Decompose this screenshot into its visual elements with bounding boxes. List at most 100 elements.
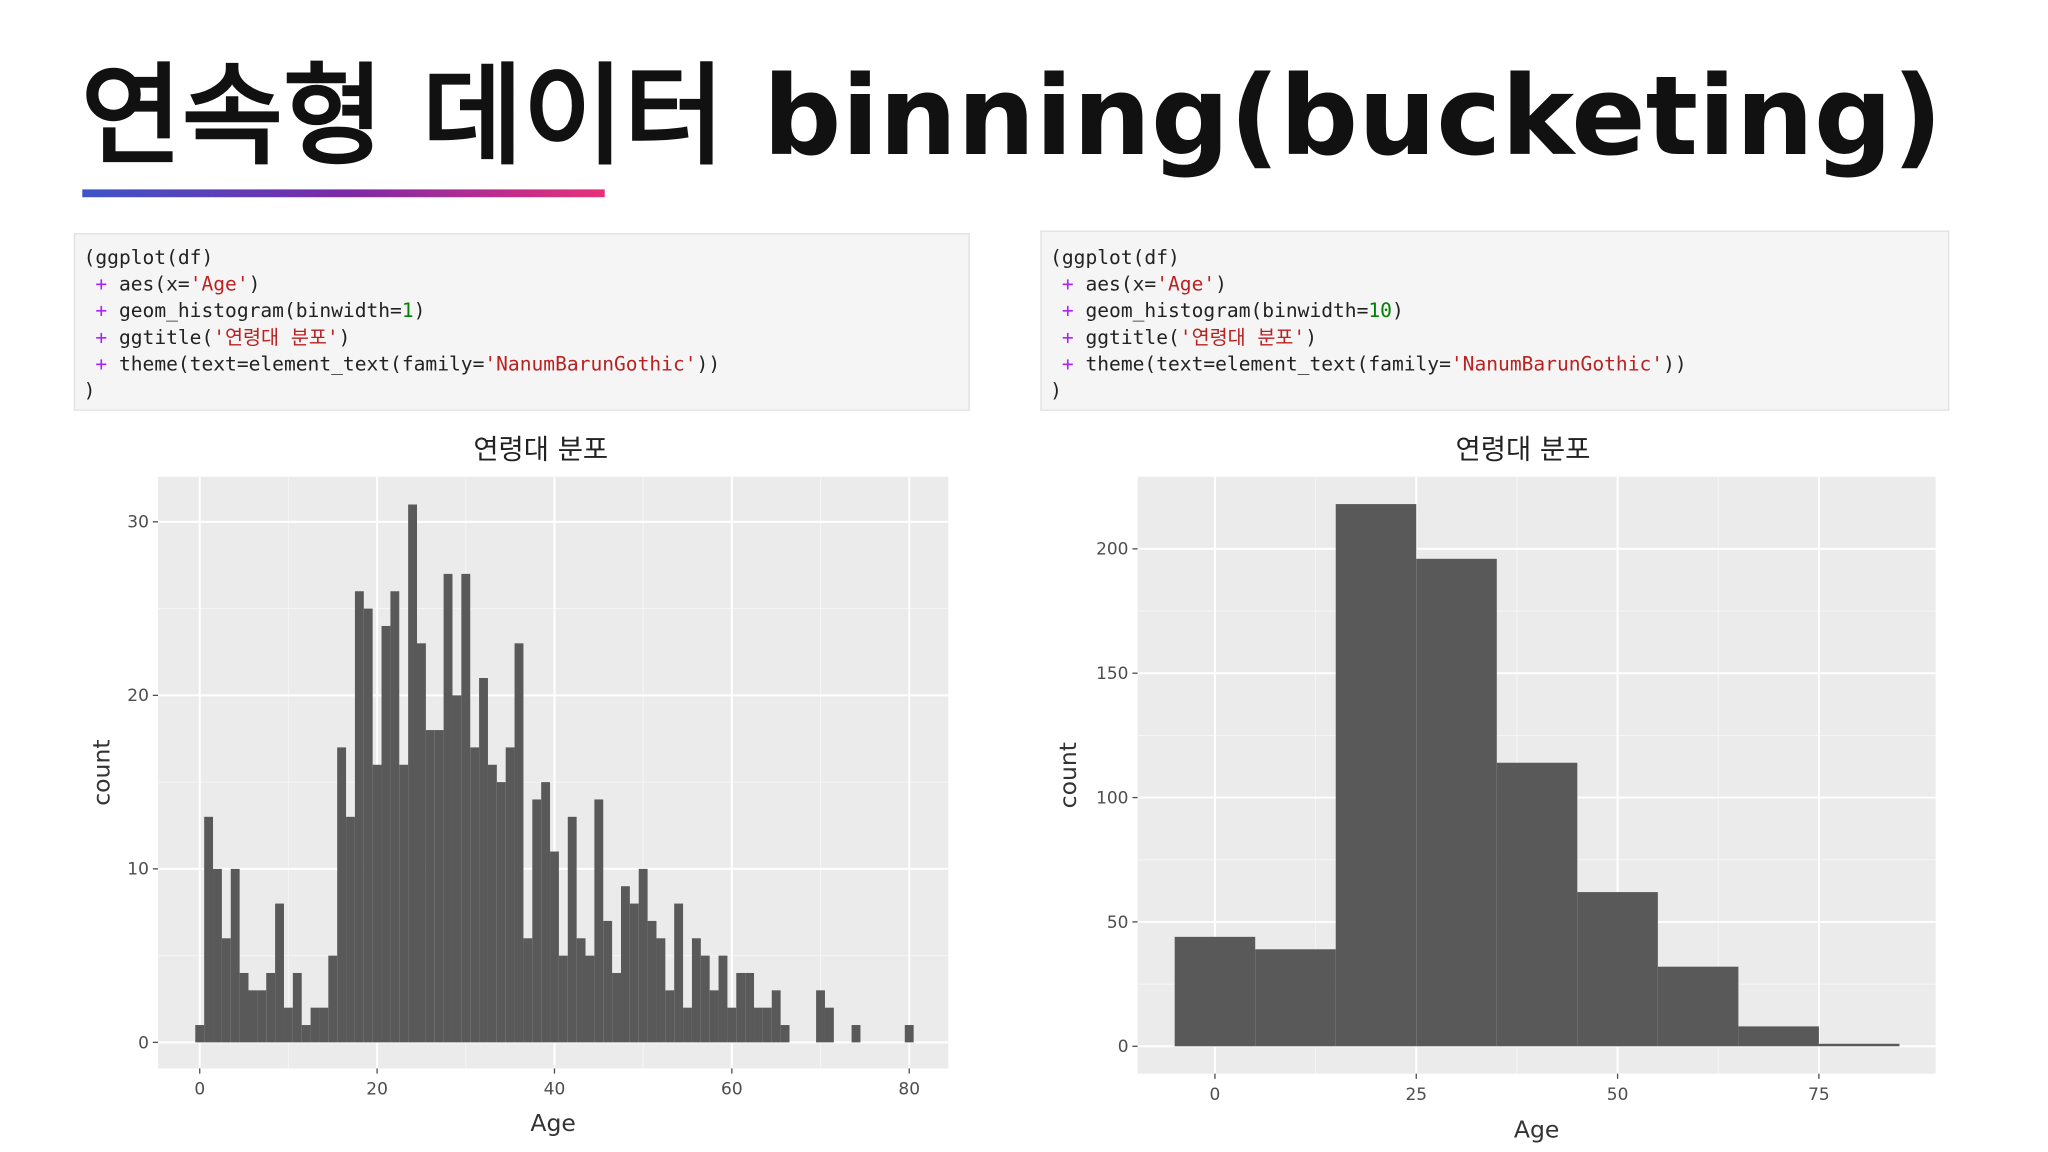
x-tick-label: 75 (1808, 1085, 1830, 1105)
histogram-bar (461, 573, 471, 1043)
histogram-bar (275, 903, 284, 1043)
histogram-bar (674, 903, 684, 1043)
histogram-bar (452, 695, 462, 1043)
histogram-bar (727, 1007, 737, 1043)
histogram-bar (656, 938, 666, 1043)
code-token: + (84, 272, 119, 295)
code-token: + (1050, 326, 1085, 349)
histogram-bar (328, 955, 338, 1043)
code-line: (ggplot(df) (84, 246, 214, 269)
histogram-bar (612, 972, 621, 1043)
histogram-bar (239, 972, 249, 1043)
code-token: )) (1663, 352, 1687, 375)
histogram-bar (550, 851, 559, 1043)
histogram-bar (523, 938, 533, 1043)
code-token: + (1050, 272, 1085, 295)
x-tick-label: 80 (898, 1080, 920, 1100)
x-tick-label: 20 (366, 1080, 388, 1100)
code-token: ) (1050, 379, 1062, 402)
x-tick-label: 0 (1210, 1085, 1221, 1105)
histogram-bar (195, 1025, 205, 1043)
code-token: + (1050, 352, 1085, 375)
histogram-bar (594, 799, 604, 1043)
y-tick-label: 50 (1107, 913, 1129, 933)
code-line: + ggtitle('연령대 분포') (84, 326, 351, 349)
histogram-bar (221, 938, 231, 1043)
histogram-bar (904, 1025, 914, 1043)
histogram-bar (470, 747, 480, 1043)
histogram-bar (1255, 949, 1336, 1047)
code-token: ) (84, 379, 96, 402)
histogram-bar (771, 990, 781, 1043)
code-line: + aes(x='Age') (84, 272, 261, 295)
code-line: + theme(text=element_text(family='NanumB… (84, 352, 721, 375)
code-line: (ggplot(df) (1050, 246, 1180, 269)
histogram-bar (204, 816, 214, 1043)
code-token: aes(x= (1085, 272, 1156, 295)
y-tick-label: 0 (1118, 1037, 1129, 1057)
code-token: 'Age' (190, 272, 249, 295)
histogram-bar (417, 643, 426, 1043)
y-axis-label: count (1054, 742, 1082, 808)
histogram-bar (603, 920, 613, 1043)
code-line: ) (1050, 379, 1062, 402)
histogram-bar (700, 955, 710, 1043)
code-token: ) (249, 272, 261, 295)
histogram-bar (337, 747, 347, 1043)
histogram-bar (736, 972, 746, 1043)
histogram-bar (283, 1007, 293, 1043)
histogram-bar (434, 730, 444, 1043)
code-line: + geom_histogram(binwidth=10) (1050, 299, 1404, 322)
histogram-bar (408, 504, 418, 1043)
code-token: )) (697, 352, 721, 375)
y-tick-label: 100 (1096, 788, 1128, 808)
histogram-bar (824, 1007, 834, 1043)
histogram-bar (372, 764, 382, 1043)
slide-title: 연속형 데이터 binning(bucketing) (81, 52, 1943, 180)
x-tick-label: 25 (1405, 1085, 1427, 1105)
code-token: theme(text=element_text(family= (1085, 352, 1450, 375)
histogram-bar (762, 1007, 772, 1043)
code-token: ggtitle( (119, 326, 213, 349)
histogram-bar (1416, 558, 1497, 1047)
histogram-bar (780, 1025, 790, 1043)
histogram-bar (665, 990, 675, 1043)
histogram-bar (576, 938, 586, 1043)
chart-title: 연령대 분포 (473, 434, 608, 465)
histogram-bar (718, 955, 728, 1043)
code-block (1040, 230, 1950, 411)
code-token: 10 (1368, 299, 1392, 322)
code-token: aes(x= (119, 272, 190, 295)
code-token: ) (1305, 326, 1317, 349)
y-axis-label: count (88, 739, 116, 805)
x-tick-label: 50 (1607, 1085, 1629, 1105)
histogram-bar (487, 764, 497, 1043)
histogram-bar (443, 573, 453, 1043)
code-token: (ggplot(df) (1050, 246, 1180, 269)
histogram-bar (745, 972, 755, 1043)
histogram-bar (505, 747, 515, 1043)
code-token: theme(text=element_text(family= (119, 352, 484, 375)
x-axis-label: Age (530, 1109, 575, 1137)
code-token: geom_histogram(binwidth= (1085, 299, 1368, 322)
histogram-bar (851, 1025, 861, 1043)
histogram-bar (346, 816, 355, 1043)
histogram-bar (1818, 1043, 1900, 1047)
code-token: '연령대 분포' (1180, 326, 1305, 349)
histogram-bar (647, 920, 657, 1043)
y-tick-label: 0 (138, 1033, 149, 1053)
histogram-bar (310, 1007, 320, 1043)
histogram-bar (230, 868, 240, 1043)
histogram-bar (381, 625, 391, 1043)
histogram-bar (399, 764, 409, 1043)
histogram-bar (1577, 892, 1658, 1047)
histogram-bar (532, 799, 542, 1043)
code-line: + geom_histogram(binwidth=1) (84, 299, 426, 322)
code-token: ) (414, 299, 426, 322)
histogram-bar (691, 938, 701, 1043)
histogram-bar (629, 903, 639, 1043)
histogram-bar (754, 1007, 763, 1043)
histogram-bar (683, 1007, 692, 1043)
code-token: ) (1215, 272, 1227, 295)
